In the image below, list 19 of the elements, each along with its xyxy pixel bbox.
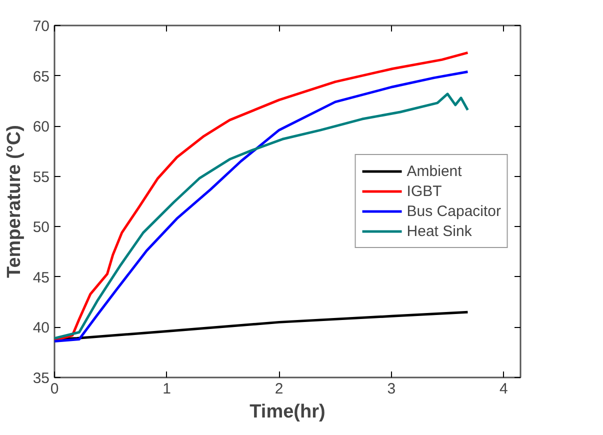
y-tick-label: 60 xyxy=(32,118,50,136)
y-tick-label: 55 xyxy=(32,168,50,186)
y-tick-label: 65 xyxy=(32,68,50,86)
y-tick-label: 35 xyxy=(32,370,50,387)
x-tick-label: 2 xyxy=(274,380,284,398)
x-tick-label: 4 xyxy=(499,380,508,398)
legend-label: Heat Sink xyxy=(406,222,472,240)
x-tick-label: 3 xyxy=(387,380,396,398)
x-tick-label: 1 xyxy=(162,380,171,398)
x-axis-title: Time(hr) xyxy=(250,402,326,422)
y-tick-label: 40 xyxy=(32,320,50,337)
legend-label: Bus Capacitor xyxy=(406,202,501,220)
legend-label: Ambient xyxy=(406,162,462,180)
y-axis-title: Temperature (°C) xyxy=(4,125,25,278)
y-tick-label: 70 xyxy=(32,18,50,35)
x-tick-label: 0 xyxy=(50,380,59,398)
y-tick-label: 45 xyxy=(32,269,50,286)
legend-label: IGBT xyxy=(406,182,442,200)
y-tick-label: 50 xyxy=(32,219,50,236)
